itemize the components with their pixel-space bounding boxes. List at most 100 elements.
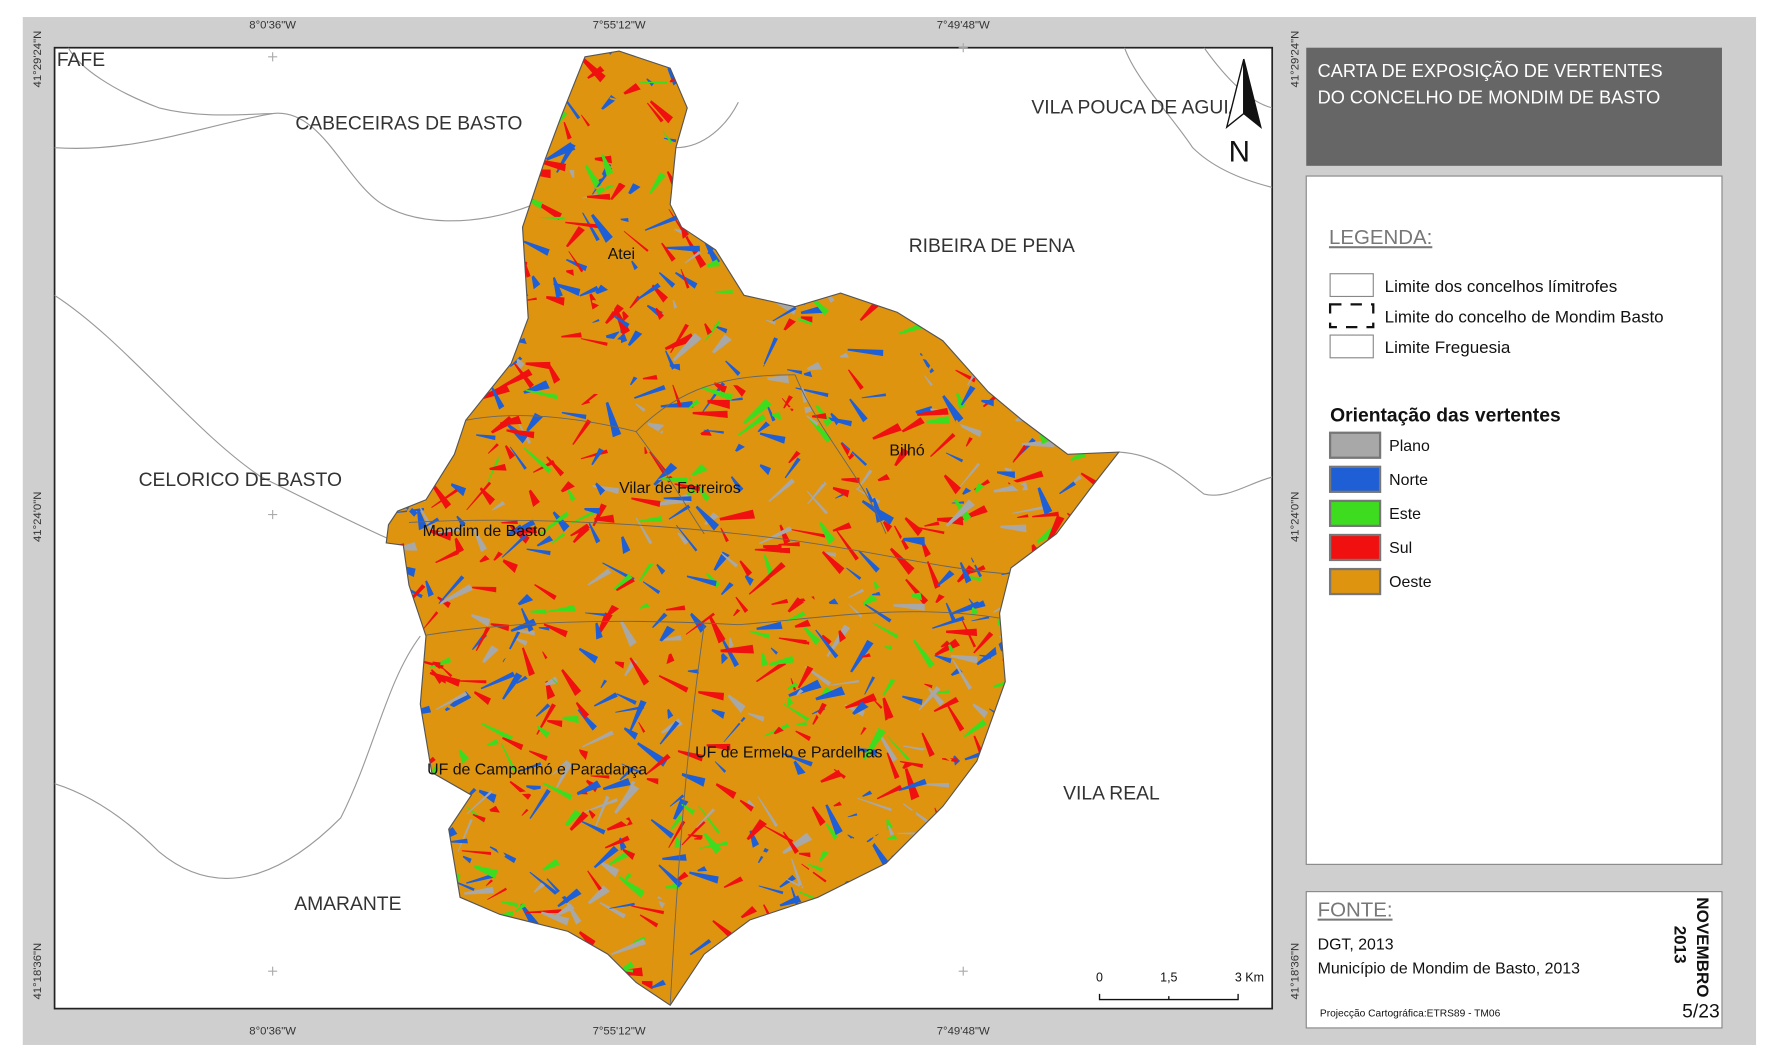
class-label: Oeste xyxy=(1389,574,1432,591)
aspect-patch xyxy=(592,503,607,527)
aspect-patch xyxy=(706,259,721,268)
aspect-patch xyxy=(435,549,460,564)
aspect-patch xyxy=(704,320,721,343)
class-swatch xyxy=(1328,465,1382,493)
aspect-patch xyxy=(430,669,444,684)
aspect-patch xyxy=(707,399,730,410)
aspect-patch xyxy=(594,514,615,523)
aspect-patch xyxy=(493,551,503,561)
aspect-patch xyxy=(677,532,689,545)
parish-label: UF de Ermelo e Pardelhas xyxy=(695,745,882,762)
aspect-patch xyxy=(832,486,850,498)
aspect-patch xyxy=(618,875,645,898)
aspect-patch xyxy=(584,507,600,515)
coordinate-label: 41°18'36"N xyxy=(1289,943,1301,1000)
aspect-patch xyxy=(669,363,681,371)
aspect-patch xyxy=(431,488,459,508)
aspect-patch xyxy=(642,374,658,380)
aspect-patch xyxy=(791,334,819,348)
aspect-patch xyxy=(846,597,864,607)
aspect-patch xyxy=(665,605,686,611)
aspect-patch xyxy=(419,507,435,533)
aspect-patch xyxy=(628,586,641,604)
aspect-patch xyxy=(502,559,518,574)
aspect-patch xyxy=(782,832,813,855)
aspect-patch xyxy=(565,402,591,412)
legend-subheading: Orientação das vertentes xyxy=(1330,405,1561,426)
aspect-patch xyxy=(561,669,582,697)
aspect-patch xyxy=(825,804,843,836)
scale-label: 3 Km xyxy=(1235,970,1264,984)
title-box xyxy=(1306,47,1722,166)
aspect-patch xyxy=(486,829,506,859)
aspect-patch xyxy=(963,719,987,738)
aspect-patch xyxy=(487,443,499,454)
aspect-patch xyxy=(591,213,613,243)
aspect-patch xyxy=(872,715,879,726)
aspect-patch xyxy=(721,652,729,665)
municipality-outline xyxy=(385,50,1121,1006)
aspect-patch xyxy=(819,850,829,862)
aspect-patch xyxy=(526,548,551,556)
aspect-patch xyxy=(570,388,607,395)
aspect-patch xyxy=(686,489,696,496)
aspect-patch xyxy=(504,445,516,460)
aspect-patch xyxy=(942,395,964,424)
aspect-patch xyxy=(497,859,512,884)
aspect-patch xyxy=(976,485,1008,498)
aspect-patch xyxy=(697,866,708,872)
aspect-patch xyxy=(461,850,492,856)
aspect-patch xyxy=(893,603,925,611)
aspect-patch xyxy=(945,452,964,463)
aspect-patch xyxy=(680,268,690,289)
aspect-patch xyxy=(1000,524,1027,533)
aspect-patch xyxy=(621,763,642,774)
coordinate-labels: 8°0'36"W 7°55'12"W 7°49'48"W 8°0'36"W 7°… xyxy=(32,19,1301,1037)
scale-line xyxy=(1098,993,1239,1001)
aspect-patch xyxy=(570,206,592,214)
aspect-patch xyxy=(726,616,747,641)
aspect-patch xyxy=(450,838,468,844)
aspect-patch xyxy=(793,760,806,778)
aspect-patch xyxy=(714,735,724,741)
class-label: Sul xyxy=(1389,540,1412,557)
aspect-patch xyxy=(935,594,945,604)
aspect-patch xyxy=(892,813,909,822)
aspect-patch xyxy=(918,686,941,711)
aspect-patch xyxy=(847,348,884,357)
aspect-patch xyxy=(847,369,864,391)
aspect-patch xyxy=(471,614,491,627)
aspect-patch xyxy=(766,903,776,916)
aspect-patch xyxy=(925,337,941,355)
aspect-patch xyxy=(654,964,668,980)
aspect-patch xyxy=(925,426,935,445)
aspect-patch xyxy=(599,277,630,294)
aspect-patch xyxy=(472,813,486,823)
aspect-patch xyxy=(590,775,610,779)
class-label: Norte xyxy=(1389,472,1428,489)
boundary-symbol xyxy=(1329,273,1374,298)
aspect-patch xyxy=(696,808,715,829)
aspect-patch xyxy=(479,487,496,506)
aspect-patch xyxy=(652,952,678,961)
aspect-patch xyxy=(655,898,691,911)
aspect-patch xyxy=(862,593,878,606)
aspect-patch xyxy=(859,301,880,321)
aspect-patch xyxy=(613,574,633,590)
aspect-patch xyxy=(603,806,630,826)
aspect-patch xyxy=(690,476,707,507)
aspect-patch xyxy=(759,432,786,444)
aspect-patch xyxy=(516,630,535,636)
aspect-patch xyxy=(945,602,956,622)
aspect-patch xyxy=(490,623,510,632)
aspect-patch xyxy=(755,660,787,683)
aspect-patch xyxy=(841,441,868,467)
aspect-patch xyxy=(663,635,682,641)
aspect-patch xyxy=(618,112,635,142)
aspect-patch xyxy=(605,401,622,438)
coordinate-label: 41°18'36"N xyxy=(32,943,44,1000)
aspect-patch xyxy=(609,762,635,773)
aspect-patch xyxy=(578,54,606,83)
aspect-patch xyxy=(592,123,616,158)
aspect-patch xyxy=(782,752,813,767)
